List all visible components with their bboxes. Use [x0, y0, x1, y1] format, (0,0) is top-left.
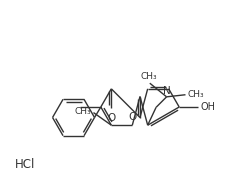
Text: N: N: [163, 86, 170, 96]
Text: CH₃: CH₃: [187, 90, 204, 99]
Text: O: O: [107, 113, 115, 123]
Text: OH: OH: [200, 102, 215, 112]
Text: HCl: HCl: [15, 158, 35, 172]
Text: CH₃: CH₃: [75, 107, 92, 116]
Text: CH₃: CH₃: [140, 72, 157, 81]
Text: O: O: [128, 112, 136, 122]
